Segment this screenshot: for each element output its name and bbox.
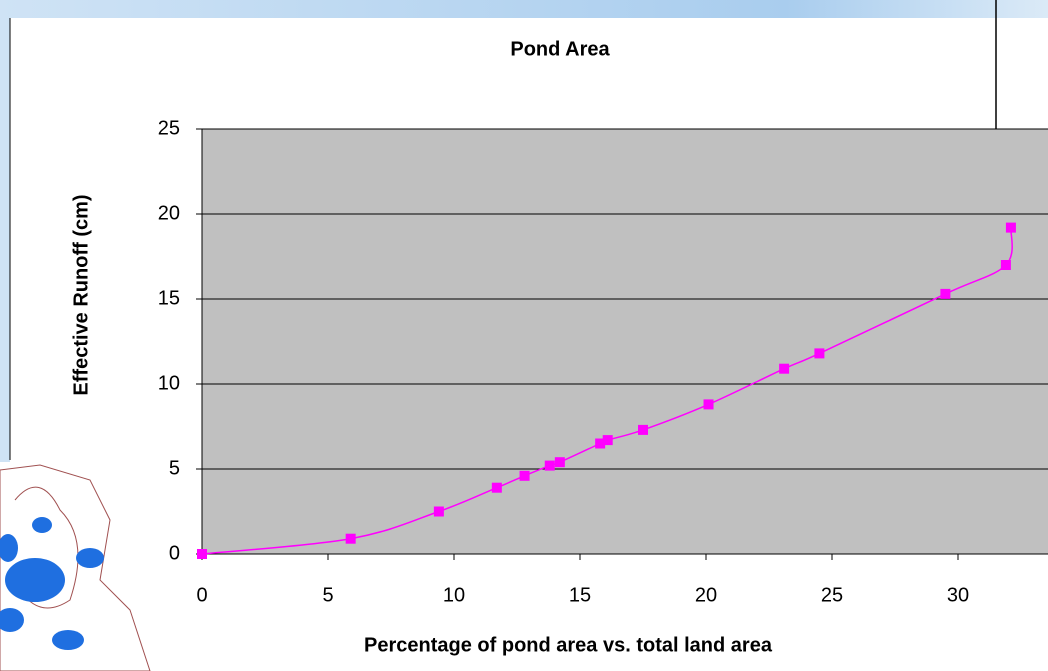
x-tick-label: 25 xyxy=(821,584,843,606)
x-axis-label: Percentage of pond area vs. total land a… xyxy=(364,634,773,656)
data-point xyxy=(603,435,613,445)
y-tick-label: 25 xyxy=(158,117,180,139)
data-point xyxy=(346,534,356,544)
x-tick-label: 0 xyxy=(196,584,207,606)
data-point xyxy=(638,425,648,435)
data-point xyxy=(940,289,950,299)
y-axis-label: Effective Runoff (cm) xyxy=(70,194,92,395)
y-tick-label: 0 xyxy=(169,542,180,564)
data-point xyxy=(492,483,502,493)
x-tick-label: 5 xyxy=(322,584,333,606)
map-thumbnail xyxy=(0,462,160,671)
y-tick-label: 20 xyxy=(158,202,180,224)
x-tick-label: 20 xyxy=(695,584,717,606)
x-tick-label: 30 xyxy=(947,584,969,606)
chart: Pond Area Percentage of pond area vs. to… xyxy=(0,0,1048,671)
page: {"chart_data": {"type": "line", "title":… xyxy=(0,0,1048,671)
y-tick-label: 15 xyxy=(158,287,180,309)
y-tick-label: 10 xyxy=(158,372,180,394)
data-point xyxy=(197,549,207,559)
data-point xyxy=(545,461,555,471)
chart-title: Pond Area xyxy=(510,38,610,60)
data-point xyxy=(1001,260,1011,270)
data-point xyxy=(555,457,565,467)
data-point xyxy=(1006,223,1016,233)
data-point xyxy=(704,399,714,409)
data-point xyxy=(520,471,530,481)
data-point xyxy=(779,364,789,374)
plot-area xyxy=(202,129,1048,554)
x-tick-label: 15 xyxy=(569,584,591,606)
data-point xyxy=(434,507,444,517)
data-point xyxy=(814,348,824,358)
y-tick-label: 5 xyxy=(169,457,180,479)
x-tick-label: 10 xyxy=(443,584,465,606)
